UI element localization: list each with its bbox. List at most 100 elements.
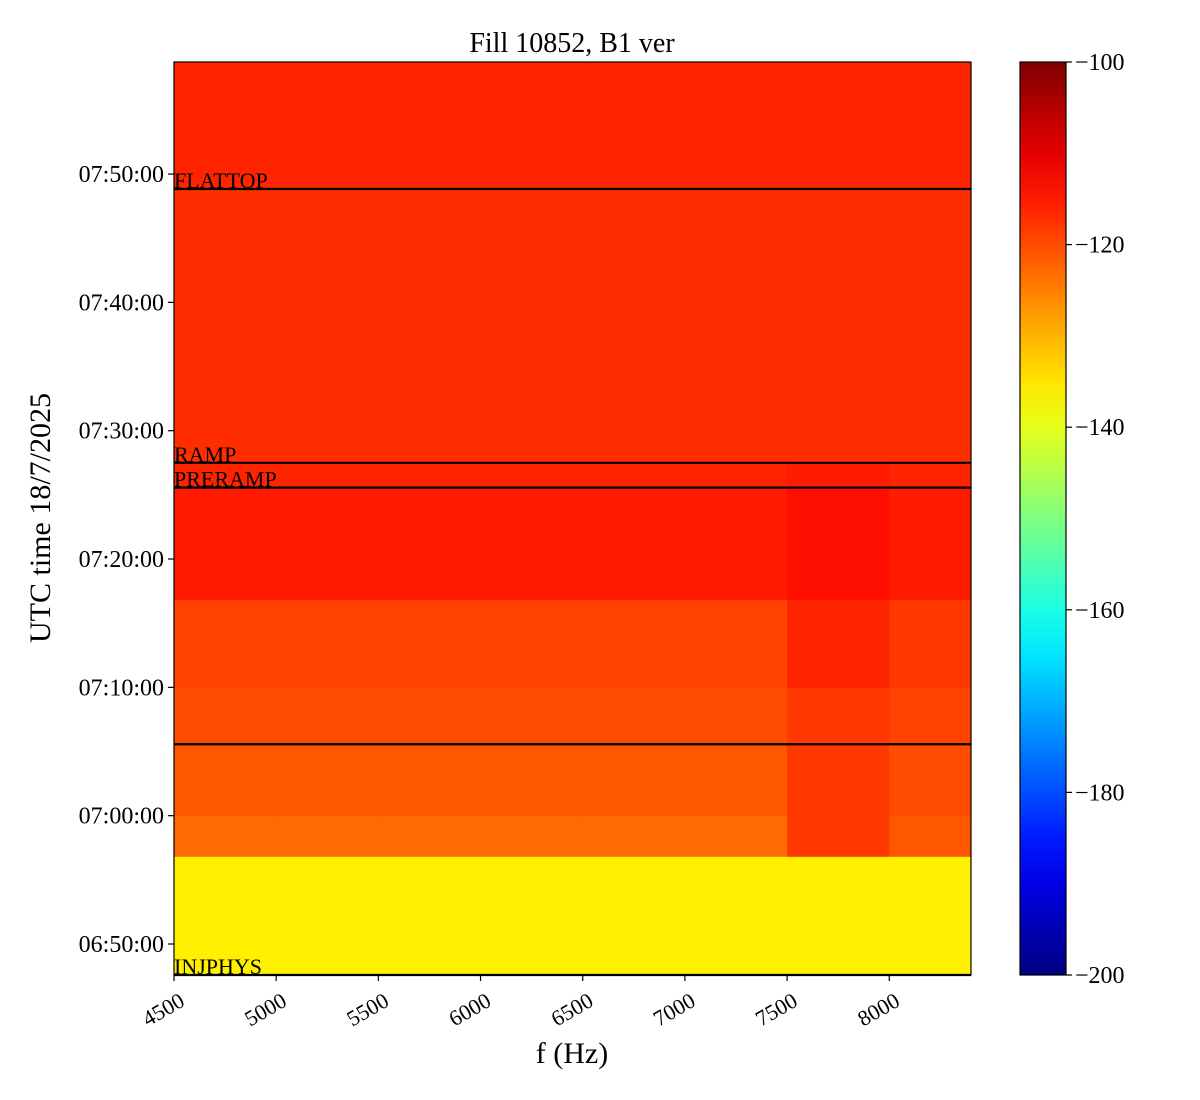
heatmap-cell — [480, 744, 584, 817]
heatmap-cell — [174, 599, 277, 688]
heatmap-cell — [582, 815, 686, 857]
heatmap-cell — [378, 744, 482, 817]
y-tick-label: 07:10:00 — [79, 675, 164, 701]
chart-title: Fill 10852, B1 ver — [469, 28, 675, 59]
heatmap-cell — [378, 687, 482, 745]
heatmap-cell — [276, 744, 379, 817]
heatmap-cell — [787, 62, 890, 190]
heatmap-cell — [787, 189, 890, 464]
heatmap-cell — [582, 856, 686, 976]
heatmap-cell — [480, 189, 584, 464]
colorbar-tick-label: −160 — [1075, 598, 1125, 624]
heatmap-cell — [889, 744, 972, 817]
heatmap-cell — [787, 462, 890, 489]
heatmap-cell — [276, 687, 379, 745]
x-tick-label: 5500 — [342, 988, 393, 1032]
heatmap-cell — [684, 462, 788, 489]
y-tick-label: 07:20:00 — [79, 547, 164, 573]
heatmap-cell — [787, 687, 890, 745]
colorbar-tick-label: −120 — [1075, 233, 1125, 259]
heatmap-cell — [480, 599, 584, 688]
heatmap-cell — [276, 815, 379, 857]
heatmap-cell — [174, 815, 277, 857]
heatmap-cell — [276, 599, 379, 688]
heatmap-cell — [684, 487, 788, 601]
heatmap-cell — [582, 62, 686, 190]
colorbar — [1019, 61, 1067, 976]
heatmap-cell — [684, 687, 788, 745]
heatmap-cell — [787, 856, 890, 976]
heatmap-cell — [480, 487, 584, 601]
heatmap-cell — [582, 744, 686, 817]
colorbar-tick-label: −100 — [1075, 50, 1125, 76]
colorbar-tick-label: −200 — [1075, 963, 1125, 989]
heatmap-cell — [276, 856, 379, 976]
heatmap-cell — [378, 189, 482, 464]
heatmap-cell — [276, 462, 379, 489]
heatmap-cell — [787, 815, 890, 857]
colorbar-tick-label: −180 — [1075, 780, 1125, 806]
y-tick-label: 07:40:00 — [79, 290, 164, 316]
x-tick-label: 5000 — [240, 988, 291, 1032]
heatmap-cell — [174, 687, 277, 745]
x-axis-label: f (Hz) — [536, 1037, 608, 1070]
heatmap-cell — [174, 462, 277, 489]
heatmap-cell — [378, 599, 482, 688]
heatmap-cell — [174, 856, 277, 976]
heatmap-cell — [684, 189, 788, 464]
x-tick-label: 6500 — [547, 988, 598, 1032]
heatmap-cell — [889, 856, 972, 976]
heatmap-cell — [480, 462, 584, 489]
heatmap-cell — [582, 599, 686, 688]
y-tick-label: 06:50:00 — [79, 932, 164, 958]
heatmap-cell — [582, 462, 686, 489]
x-tick-label: 7000 — [649, 988, 700, 1032]
heatmap-cell — [582, 687, 686, 745]
heatmap-cell — [276, 487, 379, 601]
heatmap-cell — [889, 487, 972, 601]
heatmap-cell — [889, 599, 972, 688]
heatmap-cell — [684, 744, 788, 817]
heatmap-cell — [684, 599, 788, 688]
heatmap-cell — [787, 487, 890, 601]
heatmap-cell — [174, 189, 277, 464]
heatmap-cell — [889, 462, 972, 489]
heatmap-cell — [378, 856, 482, 976]
heatmap-cell — [889, 687, 972, 745]
heatmap-cell — [889, 815, 972, 857]
y-tick-label: 07:30:00 — [79, 419, 164, 445]
heatmap-cell — [174, 62, 277, 190]
heatmap-cell — [684, 815, 788, 857]
heatmap-cell — [480, 856, 584, 976]
heatmap-cell — [276, 189, 379, 464]
y-tick-label: 07:00:00 — [79, 804, 164, 830]
heatmap-cell — [276, 62, 379, 190]
heatmap-cell — [582, 189, 686, 464]
heatmap-cell — [480, 815, 584, 857]
heatmap-cell — [174, 744, 277, 817]
annotation-label: FLATTOP — [174, 168, 268, 193]
annotation-label: RAMP — [174, 442, 236, 467]
heatmap-cell — [174, 487, 277, 601]
y-tick-label: 07:50:00 — [79, 162, 164, 188]
heatmap-cell — [787, 599, 890, 688]
heatmap-cell — [582, 487, 686, 601]
heatmap-cell — [378, 462, 482, 489]
heatmap-cell — [684, 62, 788, 190]
x-tick-label: 4500 — [138, 988, 189, 1032]
heatmap-cell — [480, 687, 584, 745]
heatmap-cell — [378, 62, 482, 190]
heatmap-cell — [378, 815, 482, 857]
heatmap-cell — [889, 62, 972, 190]
heatmap-cell — [480, 62, 584, 190]
plot-frame — [173, 61, 972, 976]
y-axis-label: UTC time 18/7/2025 — [24, 393, 57, 643]
heatmap-cell — [787, 744, 890, 817]
heatmap-cell — [889, 189, 972, 464]
annotation-label: PRERAMP — [174, 467, 277, 492]
colorbar-tick-label: −140 — [1075, 415, 1125, 441]
x-tick-label: 6000 — [444, 988, 495, 1032]
heatmap-cell — [684, 856, 788, 976]
x-tick-label: 7500 — [751, 988, 802, 1032]
